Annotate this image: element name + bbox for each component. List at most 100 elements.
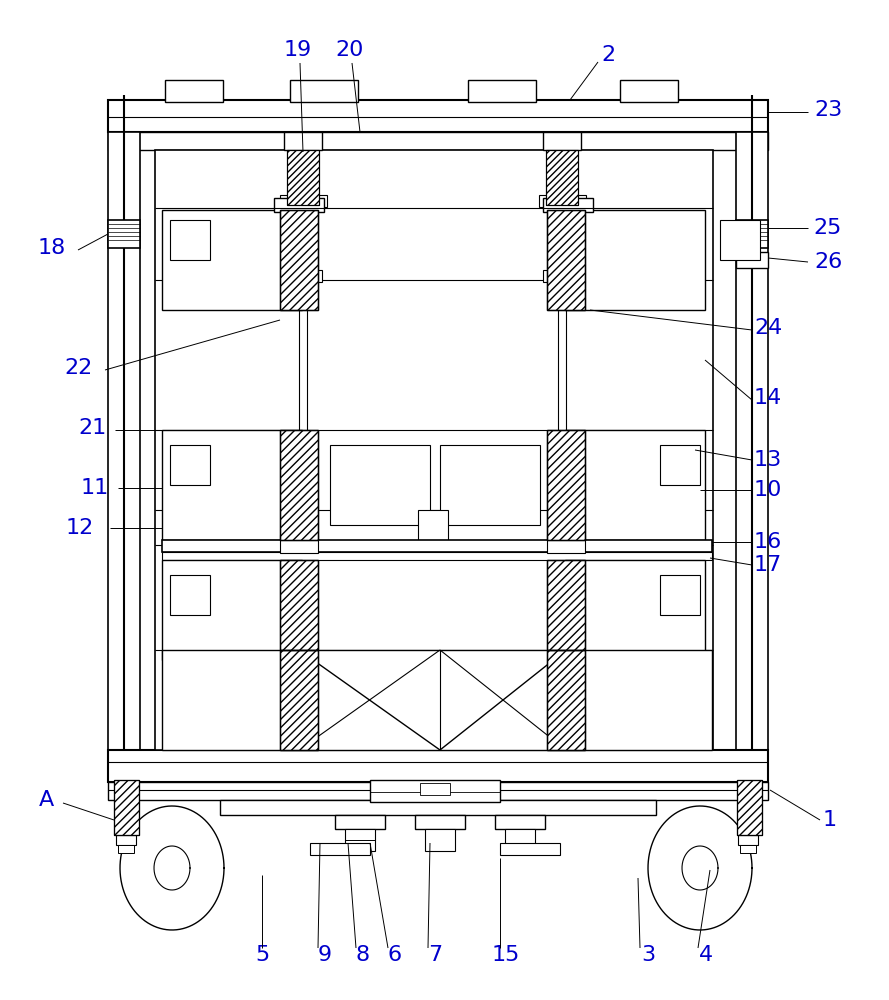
Bar (736, 132, 768, 762)
Bar (280, 430, 318, 540)
Bar (280, 195, 327, 207)
Bar (108, 132, 768, 150)
Text: 16: 16 (754, 532, 782, 552)
Bar (162, 430, 302, 540)
Bar (170, 575, 210, 615)
Bar (565, 210, 705, 310)
Text: 2: 2 (601, 45, 615, 65)
Bar (660, 575, 700, 615)
Bar (565, 560, 705, 660)
Bar (116, 835, 136, 845)
Bar (291, 205, 316, 285)
Bar (720, 220, 760, 260)
Bar (547, 560, 585, 650)
Bar (162, 650, 712, 750)
Text: 7: 7 (428, 945, 442, 965)
Text: 15: 15 (492, 945, 520, 965)
Bar (108, 220, 140, 248)
Bar (539, 195, 586, 207)
Bar (280, 650, 318, 750)
Bar (290, 80, 358, 102)
Bar (737, 780, 762, 835)
Bar (287, 150, 319, 205)
Bar (335, 815, 385, 829)
Bar (114, 780, 139, 835)
Bar (420, 783, 450, 795)
Bar (280, 650, 318, 750)
Text: 4: 4 (699, 945, 713, 965)
Bar (162, 560, 302, 660)
Bar (170, 445, 210, 485)
Bar (162, 552, 712, 560)
Bar (345, 829, 375, 851)
Bar (280, 560, 318, 650)
Bar (370, 780, 500, 802)
Bar (547, 560, 585, 650)
Bar (547, 430, 585, 540)
Bar (440, 445, 540, 525)
Bar (737, 780, 762, 835)
Text: 10: 10 (754, 480, 782, 500)
Bar (543, 270, 581, 282)
Bar (330, 445, 430, 525)
Bar (284, 132, 322, 150)
Bar (280, 210, 318, 310)
Bar (495, 815, 545, 829)
Bar (170, 220, 210, 260)
Bar (547, 650, 585, 750)
Bar (547, 210, 585, 310)
Bar (280, 430, 318, 540)
Bar (543, 132, 581, 150)
Bar (738, 835, 758, 845)
Text: 11: 11 (81, 478, 109, 498)
Text: 13: 13 (754, 450, 782, 470)
Bar (547, 210, 585, 310)
Bar (500, 843, 560, 855)
Bar (736, 252, 768, 268)
Bar (468, 80, 536, 102)
Bar (280, 560, 318, 650)
Bar (280, 210, 318, 310)
Bar (155, 150, 713, 750)
Bar (287, 150, 319, 205)
Text: 19: 19 (284, 40, 312, 60)
Bar (280, 650, 318, 750)
Bar (736, 220, 768, 248)
Text: 22: 22 (64, 358, 92, 378)
Text: 14: 14 (754, 388, 782, 408)
Bar (505, 829, 535, 851)
Text: 21: 21 (78, 418, 106, 438)
Text: 5: 5 (255, 945, 269, 965)
Text: 1: 1 (823, 810, 837, 830)
Text: 26: 26 (813, 252, 842, 272)
Bar (108, 132, 140, 762)
Bar (425, 829, 455, 851)
Bar (418, 510, 448, 545)
Bar (620, 80, 678, 102)
Bar (165, 80, 223, 102)
Bar (547, 560, 585, 650)
Text: 20: 20 (336, 40, 364, 60)
Bar (274, 198, 324, 212)
Bar (547, 650, 585, 750)
Bar (546, 150, 578, 205)
Bar (546, 150, 578, 205)
Bar (550, 205, 575, 285)
Bar (108, 782, 768, 800)
Bar (547, 210, 585, 310)
Bar (108, 750, 768, 782)
Text: 12: 12 (66, 518, 94, 538)
Text: 18: 18 (38, 238, 66, 258)
Bar (280, 535, 318, 553)
Bar (737, 780, 762, 835)
Text: 6: 6 (388, 945, 402, 965)
Bar (547, 650, 585, 750)
Bar (280, 210, 318, 310)
Text: 24: 24 (754, 318, 782, 338)
Bar (740, 845, 756, 853)
Text: 8: 8 (356, 945, 370, 965)
Bar (565, 430, 705, 540)
Bar (108, 100, 768, 132)
Text: 17: 17 (754, 555, 782, 575)
Text: 3: 3 (641, 945, 655, 965)
